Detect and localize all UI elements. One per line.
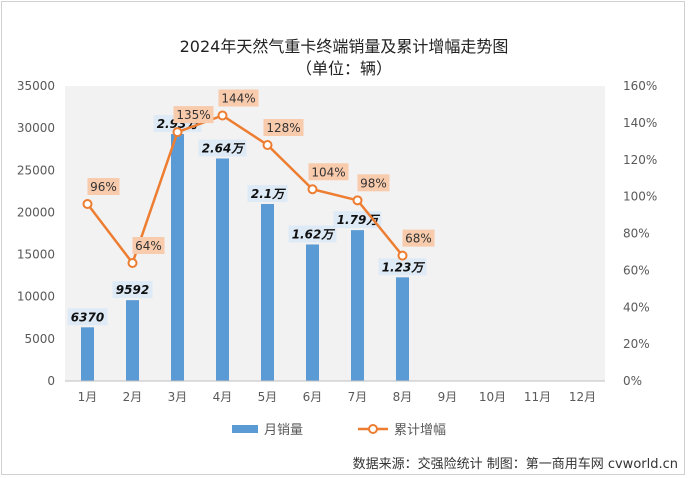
line-data-label: 128% bbox=[266, 121, 300, 135]
right-tick-label: 140% bbox=[623, 116, 657, 130]
pct-label-bg bbox=[263, 119, 304, 136]
category-tick-label: 4月 bbox=[213, 390, 233, 404]
x-axis: 1月 2月 3月 4月 5月 6月 7月 8月 9月 10月 11月 12月 bbox=[65, 380, 605, 404]
chart-title: 2024年天然气重卡终端销量及累计增幅走势图 bbox=[180, 37, 509, 56]
bar bbox=[171, 134, 184, 381]
category-tick-label: 10月 bbox=[479, 390, 506, 404]
bar bbox=[81, 327, 94, 381]
bar-data-label: 1.23万 bbox=[382, 260, 426, 274]
bar bbox=[351, 230, 364, 381]
left-tick-label: 25000 bbox=[17, 163, 55, 177]
line-point bbox=[172, 127, 183, 138]
right-tick-label: 160% bbox=[623, 79, 657, 93]
line-series: 96% 64% 135% 144% 128% 104% 98% 68% bbox=[82, 89, 435, 268]
bar-data-label: 2.1万 bbox=[251, 187, 286, 201]
line-data-label: 144% bbox=[221, 92, 255, 106]
left-tick-label: 15000 bbox=[17, 248, 55, 262]
line-data-label: 68% bbox=[405, 232, 432, 246]
bar-label-bg bbox=[247, 185, 288, 202]
legend: 月销量 累计增幅 bbox=[232, 423, 446, 438]
line-point bbox=[127, 258, 138, 268]
right-tick-label: 60% bbox=[623, 263, 650, 277]
line-point bbox=[217, 110, 228, 121]
category-tick-label: 9月 bbox=[438, 390, 458, 404]
pct-label-bg bbox=[402, 229, 435, 247]
line-point bbox=[307, 184, 318, 195]
category-tick-label: 5月 bbox=[258, 390, 278, 404]
bar bbox=[396, 277, 409, 381]
bar-data-label: 6370 bbox=[71, 310, 104, 324]
line-point bbox=[352, 195, 363, 206]
pct-label-bg bbox=[308, 163, 349, 181]
line-point bbox=[262, 140, 273, 150]
line-data-label: 96% bbox=[90, 180, 117, 194]
category-tick-label: 6月 bbox=[303, 390, 323, 404]
chart-subtitle: （单位：辆） bbox=[296, 59, 392, 78]
legend-bar-label: 月销量 bbox=[264, 423, 303, 438]
left-tick-label: 35000 bbox=[17, 79, 55, 93]
left-axis: 0 5000 10000 15000 20000 25000 30000 35000 bbox=[17, 79, 55, 388]
category-tick-label: 8月 bbox=[393, 390, 413, 404]
bar bbox=[216, 158, 229, 381]
bar-label-bg bbox=[112, 281, 153, 299]
pct-label-bg bbox=[218, 89, 259, 107]
left-tick-label: 30000 bbox=[17, 121, 55, 135]
bar-label-bg bbox=[67, 308, 108, 326]
pct-label-bg bbox=[132, 237, 165, 254]
right-tick-label: 20% bbox=[623, 337, 650, 351]
right-axis: 0% 20% 40% 60% 80% 100% 120% 140% 160% bbox=[623, 79, 657, 388]
line-data-label: 64% bbox=[135, 239, 162, 253]
pct-label-bg bbox=[87, 178, 120, 195]
left-tick-label: 0 bbox=[47, 374, 55, 388]
right-tick-label: 0% bbox=[623, 374, 642, 388]
right-tick-label: 80% bbox=[623, 227, 650, 241]
right-tick-label: 100% bbox=[623, 190, 657, 204]
category-tick-label: 1月 bbox=[78, 390, 98, 404]
right-tick-label: 120% bbox=[623, 153, 657, 167]
line-point bbox=[397, 250, 408, 261]
bar-label-bg bbox=[288, 225, 337, 243]
category-tick-label: 11月 bbox=[524, 390, 551, 404]
bar-label-bg bbox=[378, 258, 427, 276]
line-data-label: 135% bbox=[176, 108, 210, 122]
bar bbox=[261, 204, 274, 381]
line-data-label: 104% bbox=[311, 165, 345, 179]
bar bbox=[306, 244, 319, 381]
source-note: 数据来源：交强险统计 制图：第一商用车网 cvworld.cn bbox=[353, 456, 678, 472]
category-tick-label: 3月 bbox=[168, 390, 188, 404]
category-tick-label: 2月 bbox=[123, 390, 143, 404]
category-tick-label: 12月 bbox=[569, 390, 596, 404]
left-tick-label: 20000 bbox=[17, 205, 55, 219]
category-tick-label: 7月 bbox=[348, 390, 368, 404]
bar-data-label: 1.62万 bbox=[292, 227, 336, 241]
bar bbox=[126, 300, 139, 381]
line-data-label: 98% bbox=[360, 176, 387, 190]
left-tick-label: 5000 bbox=[24, 332, 55, 346]
left-tick-label: 10000 bbox=[17, 290, 55, 304]
legend-line-marker bbox=[368, 424, 378, 434]
bar-data-label: 2.64万 bbox=[202, 141, 246, 155]
bar-label-bg bbox=[198, 139, 247, 157]
legend-line-label: 累计增幅 bbox=[394, 423, 446, 438]
pct-label-bg bbox=[357, 174, 390, 192]
legend-bar-swatch bbox=[232, 425, 258, 433]
pct-label-bg bbox=[173, 106, 214, 124]
right-tick-label: 40% bbox=[623, 300, 650, 314]
bar-data-label: 9592 bbox=[116, 283, 149, 297]
line-point bbox=[82, 199, 93, 209]
